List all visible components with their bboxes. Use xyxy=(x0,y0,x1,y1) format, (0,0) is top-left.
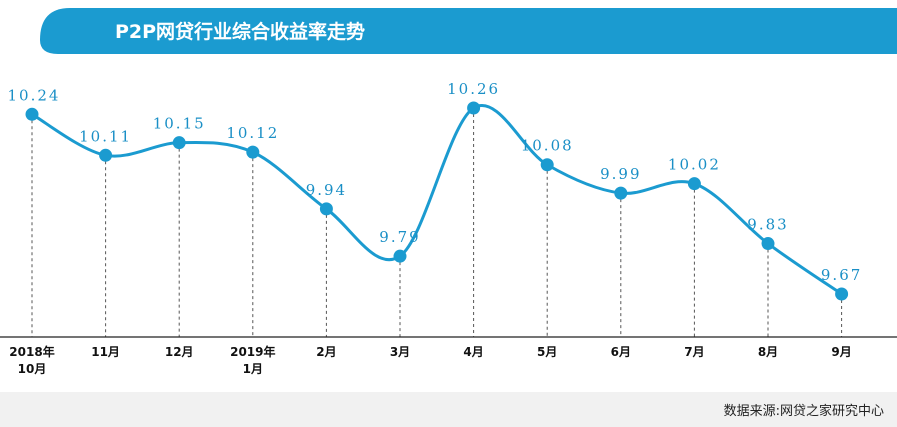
data-point-11 xyxy=(761,237,775,251)
value-label-1: 10.24 xyxy=(8,86,61,104)
x-tick-label-5: 2月 xyxy=(316,345,336,359)
data-point-2 xyxy=(99,148,113,162)
data-point-9 xyxy=(614,186,628,200)
x-tick-label-11: 8月 xyxy=(758,345,778,359)
data-point-5 xyxy=(319,202,333,216)
data-point-12 xyxy=(835,287,849,301)
drop-lines xyxy=(31,108,843,337)
data-point-8 xyxy=(540,158,554,172)
data-point-7 xyxy=(467,101,481,115)
data-point-10 xyxy=(687,177,701,191)
x-tick-label-3: 12月 xyxy=(165,345,194,359)
series-line xyxy=(31,104,843,296)
value-label-10: 10.02 xyxy=(668,156,721,174)
value-label-12: 9.67 xyxy=(821,266,862,284)
x-tick-label-9: 6月 xyxy=(611,345,631,359)
x-tick-label-12: 9月 xyxy=(831,345,851,359)
value-label-2: 10.11 xyxy=(79,127,132,145)
value-labels: 10.24 10.11 10.15 10.12 9.94 9.79 10.26 10.08 9.… xyxy=(8,80,862,284)
value-label-6: 9.79 xyxy=(379,228,420,246)
x-tick-labels: 2018年 10月 11月 12月 2019年 1月 2月 3月 4月 5月 6月 7月 8月 9月 xyxy=(9,344,851,376)
source-note: 数据来源:网贷之家研究中心 xyxy=(724,403,884,419)
value-label-5: 9.94 xyxy=(306,181,347,199)
data-point-3 xyxy=(172,136,186,150)
data-point-6 xyxy=(393,249,407,263)
x-tick-label-10: 7月 xyxy=(684,345,704,359)
chart-title: P2P网贷行业综合收益率走势 xyxy=(115,20,365,43)
value-label-8: 10.08 xyxy=(521,137,574,155)
value-label-7: 10.26 xyxy=(447,80,500,98)
title-shape xyxy=(40,8,897,54)
x-tick-label-7: 4月 xyxy=(463,345,483,359)
footer-band xyxy=(0,392,897,427)
x-tick-label-8: 5月 xyxy=(537,345,557,359)
data-point-1 xyxy=(25,107,39,121)
data-point-4 xyxy=(246,145,260,159)
value-label-11: 9.83 xyxy=(747,216,788,234)
x-tick-label-2: 11月 xyxy=(91,345,120,359)
x-tick-label-4: 2019年 1月 xyxy=(230,344,275,376)
value-label-3: 10.15 xyxy=(153,115,206,133)
title-banner: P2P网贷行业综合收益率走势 xyxy=(40,8,897,54)
data-points xyxy=(25,101,849,301)
value-label-9: 9.99 xyxy=(600,165,641,183)
x-tick-label-6: 3月 xyxy=(390,345,410,359)
x-tick-label-1: 2018年 10月 xyxy=(9,344,54,376)
value-label-4: 10.12 xyxy=(226,124,279,142)
